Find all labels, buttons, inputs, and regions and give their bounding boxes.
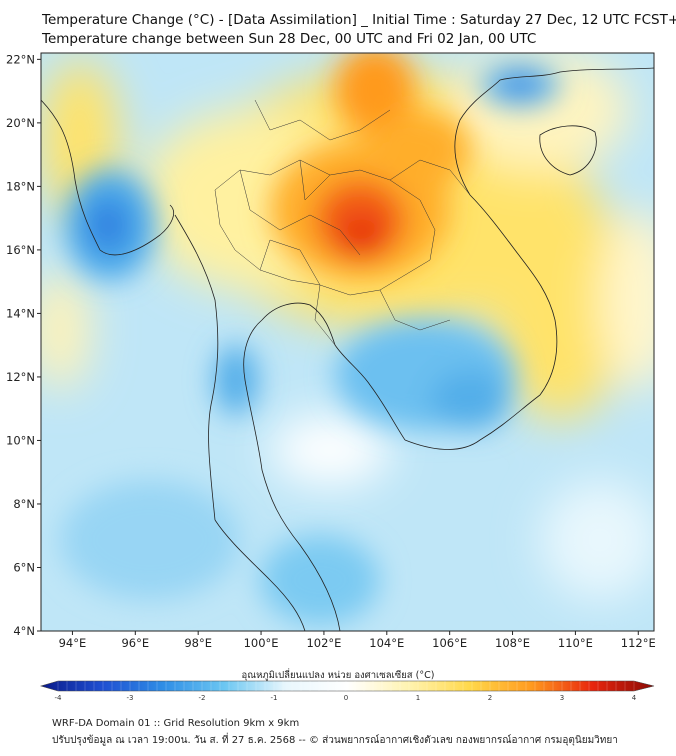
lon-label: 112°E	[621, 636, 656, 650]
lat-label: 18°N	[6, 179, 35, 193]
longitude-axis: 94°E 96°E 98°E 100°E 102°E 104°E 106°E 108°E 110…	[59, 631, 656, 650]
lat-label: 22°N	[6, 52, 35, 66]
lat-label: 8°N	[13, 497, 35, 511]
colorbar-tick-label: 1	[416, 694, 420, 702]
temperature-field	[41, 53, 654, 631]
vietnam-north-coast	[454, 67, 654, 196]
lon-label: 102°E	[306, 636, 341, 650]
lat-label: 10°N	[6, 433, 35, 447]
colorbar-tick-label: -2	[199, 694, 206, 702]
footer-credit: ปรับปรุงข้อมูล ณ เวลา 19:00น. วัน ส. ที่…	[52, 735, 618, 746]
colorbar-tick-label: 0	[344, 694, 348, 702]
admin-borders	[214, 99, 471, 346]
colorbar-tick-label: 4	[632, 694, 637, 702]
title-line-2: Temperature change between Sun 28 Dec, 0…	[42, 31, 537, 47]
colorbar-tick-label: -1	[271, 694, 278, 702]
cambodia-vietnam-coast	[404, 194, 558, 450]
lat-label: 16°N	[6, 243, 35, 257]
gulf-of-thailand-north	[261, 302, 406, 441]
hainan	[539, 125, 597, 176]
colorbar-tick-label: -4	[55, 694, 63, 702]
lon-label: 104°E	[369, 636, 404, 650]
lon-label: 98°E	[184, 636, 212, 650]
latitude-axis: 22°N 20°N 18°N 16°N 14°N 12°N 10°N 8°N 6°N 4°N	[6, 52, 41, 638]
lon-label: 110°E	[558, 636, 593, 650]
lon-label: 94°E	[59, 636, 87, 650]
colorbar-tick-label: 2	[488, 694, 492, 702]
colorbar-ticks: -4 -3 -2 -1 0 1 2 3 4	[55, 681, 637, 702]
title-line-1: Temperature Change (°C) - [Data Assimila…	[42, 12, 676, 28]
footer-model-info: WRF-DA Domain 01 :: Grid Resolution 9km …	[52, 718, 300, 729]
colorbar-body	[39, 680, 655, 692]
malay-peninsula-east	[243, 319, 341, 631]
lon-label: 96°E	[121, 636, 149, 650]
lon-label: 100°E	[244, 636, 279, 650]
colorbar-tick-label: -3	[127, 694, 134, 702]
lon-label: 106°E	[432, 636, 467, 650]
malay-peninsula-west	[214, 519, 306, 631]
colorbar-tick-label: 3	[560, 694, 564, 702]
myanmar-west-coast	[41, 99, 174, 256]
lat-label: 14°N	[6, 306, 35, 320]
colorbar: -4 -3 -2 -1 0 1 2 3 4	[39, 680, 655, 702]
lat-label: 4°N	[13, 624, 35, 638]
lat-label: 6°N	[13, 560, 35, 574]
coastlines	[41, 67, 654, 631]
lon-label: 108°E	[495, 636, 530, 650]
andaman-coast	[174, 214, 219, 521]
lat-label: 20°N	[6, 116, 35, 130]
map-frame	[40, 52, 655, 632]
lat-label: 12°N	[6, 370, 35, 384]
colorbar-label: อุณหภูมิเปลี่ยนแปลง หน่วย องศาเซลเซียส (…	[241, 670, 435, 681]
